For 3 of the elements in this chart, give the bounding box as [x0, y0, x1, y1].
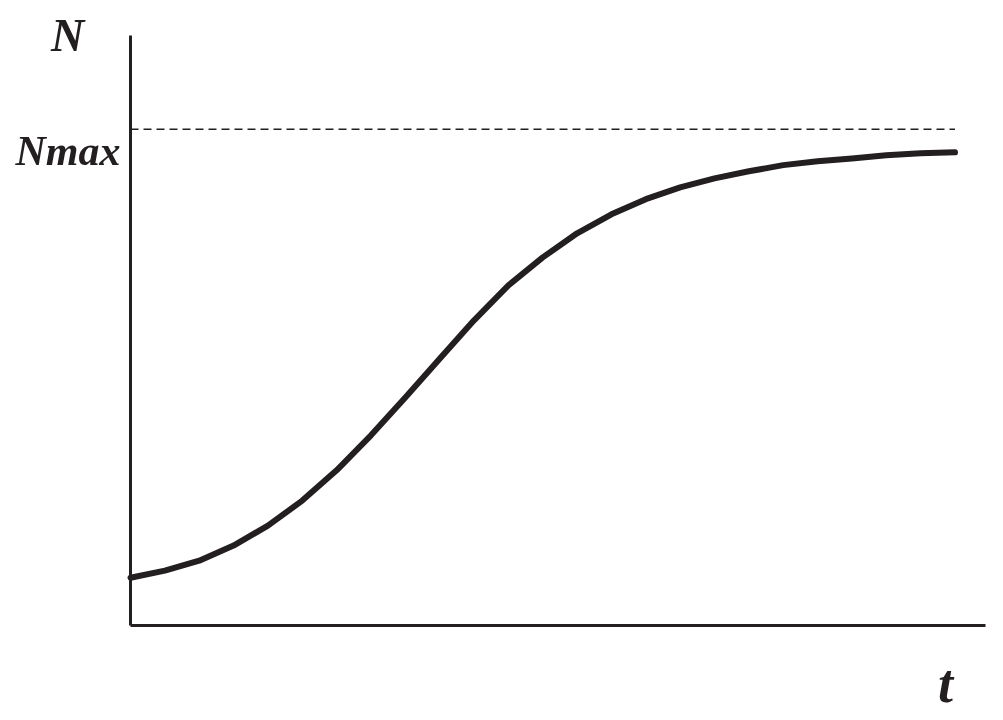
- y-axis-title: N: [49, 10, 86, 61]
- x-axis-title: t: [938, 653, 955, 714]
- ref-line-label: Nmax: [14, 128, 121, 175]
